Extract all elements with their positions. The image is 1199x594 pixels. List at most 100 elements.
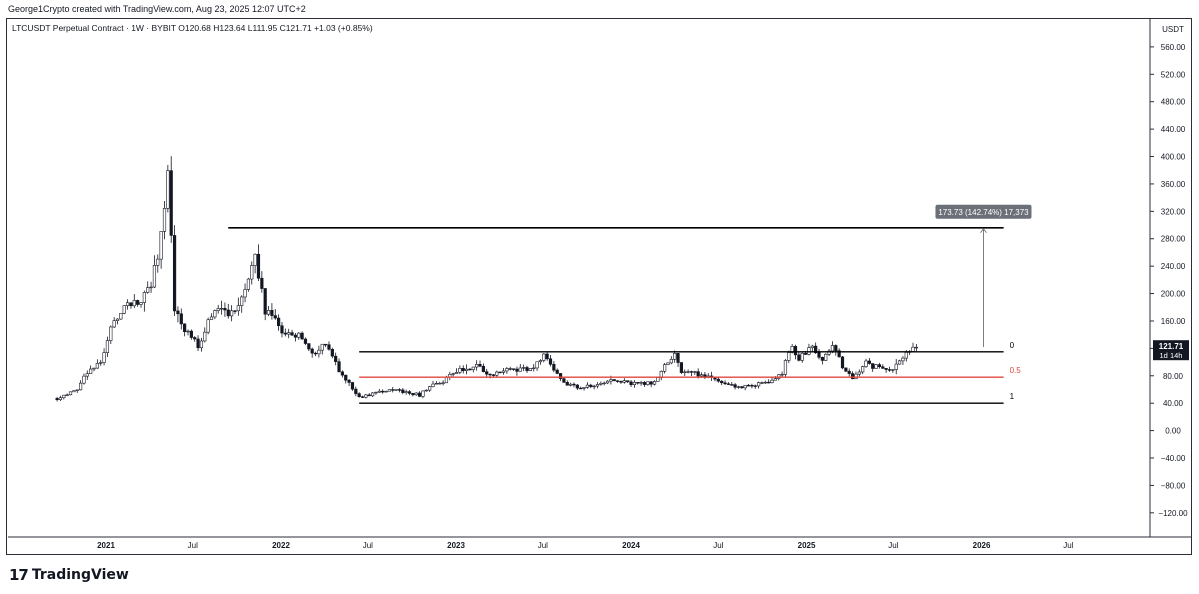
candle-body	[428, 386, 432, 391]
candle	[548, 354, 553, 367]
candle-body	[58, 397, 63, 401]
candle-body	[525, 367, 529, 371]
candle	[800, 351, 804, 363]
candle	[827, 349, 831, 357]
candle-body	[391, 389, 395, 391]
candle	[569, 382, 573, 387]
candle-body	[810, 345, 814, 348]
candle-body	[297, 332, 301, 338]
candle-body	[683, 371, 687, 373]
candle	[646, 381, 650, 386]
candle-body	[468, 368, 472, 371]
candle	[82, 373, 86, 385]
candle-body	[256, 253, 261, 279]
candle	[451, 372, 455, 377]
candle	[575, 384, 579, 391]
symbol-info-line[interactable]: LTCUSDT Perpetual Contract · 1W · BYBIT …	[12, 23, 373, 33]
candle	[518, 363, 522, 372]
candle-body	[219, 308, 224, 310]
candle-body	[152, 265, 157, 288]
candle-body	[652, 381, 657, 385]
candle-body	[384, 390, 388, 393]
candle	[498, 371, 502, 374]
candle-body	[300, 332, 304, 340]
candle-body	[115, 318, 120, 321]
candle-body	[176, 310, 180, 315]
time-axis[interactable]: 2021 Jul 2022 Jul 2023 Jul 2024 Jul 2025 Jul 2026 J…	[8, 536, 1191, 550]
tradingview-logo[interactable]: 17 TradingView	[9, 566, 129, 584]
candle	[669, 356, 673, 365]
candle-body	[371, 392, 375, 397]
candle	[817, 348, 821, 360]
candle	[230, 305, 234, 322]
candle-body	[196, 338, 200, 349]
candle	[125, 299, 130, 310]
fib-level-label: 0	[1010, 341, 1015, 350]
candle-body	[800, 352, 804, 361]
candle-body	[253, 253, 257, 266]
candle	[404, 389, 408, 395]
candle-body	[592, 385, 596, 388]
candle-body	[250, 265, 254, 280]
candle	[347, 378, 351, 386]
candle-body	[290, 332, 294, 336]
candle-body	[649, 381, 653, 385]
candle-body	[676, 352, 680, 363]
candle-body	[387, 389, 391, 392]
candle	[381, 389, 385, 394]
candle-body	[287, 332, 291, 335]
candle	[659, 370, 663, 381]
candle	[162, 201, 167, 240]
candle-body	[374, 391, 378, 394]
candle	[733, 382, 737, 390]
candle-body	[330, 349, 334, 357]
candle-body	[632, 382, 637, 386]
candle	[622, 378, 626, 384]
measure-label: 173.73 (142.74%) 17,373	[938, 208, 1029, 217]
candle-body	[334, 355, 338, 362]
candle-body	[441, 382, 445, 384]
candle	[522, 364, 526, 372]
candle-body	[82, 375, 86, 384]
candle	[652, 380, 657, 386]
candle-body	[199, 340, 204, 349]
candle	[619, 380, 623, 384]
candle	[629, 380, 633, 387]
candles-layer	[55, 156, 918, 402]
candle	[663, 362, 667, 374]
candle-body	[881, 366, 885, 369]
candle	[139, 302, 143, 308]
candle	[263, 288, 267, 321]
price-axis-unit: USDT	[1162, 25, 1184, 34]
candle-body	[867, 360, 871, 364]
candle-body	[726, 383, 730, 385]
candle	[787, 350, 791, 364]
y-tick-label: 200.00	[1161, 290, 1186, 299]
candle-body	[763, 381, 767, 384]
candle-body	[303, 338, 308, 344]
candle-body	[787, 352, 791, 361]
candle-body	[72, 390, 76, 393]
candle-body	[132, 300, 136, 307]
candle	[874, 364, 878, 369]
candle-body	[431, 383, 435, 387]
chart-credit: George1Crypto created with TradingView.c…	[8, 4, 306, 14]
candle-body	[92, 367, 96, 370]
y-tick-label: 80.00	[1163, 372, 1184, 381]
candle-body	[548, 358, 553, 365]
price-axis[interactable]: USDT 560.00 520.00 480.00 440.00 400.00 360.00…	[1149, 19, 1189, 537]
candle-body	[354, 388, 358, 394]
candle-body	[223, 308, 227, 311]
candle	[861, 365, 865, 375]
candle	[183, 323, 187, 337]
chart-frame	[6, 18, 1192, 555]
candle	[411, 392, 415, 397]
candle-body	[344, 374, 348, 381]
candle	[884, 368, 888, 373]
candle-body	[421, 390, 425, 397]
candle	[461, 365, 465, 374]
candle-body	[156, 258, 160, 266]
candle-body	[569, 383, 573, 386]
candle	[193, 336, 197, 342]
